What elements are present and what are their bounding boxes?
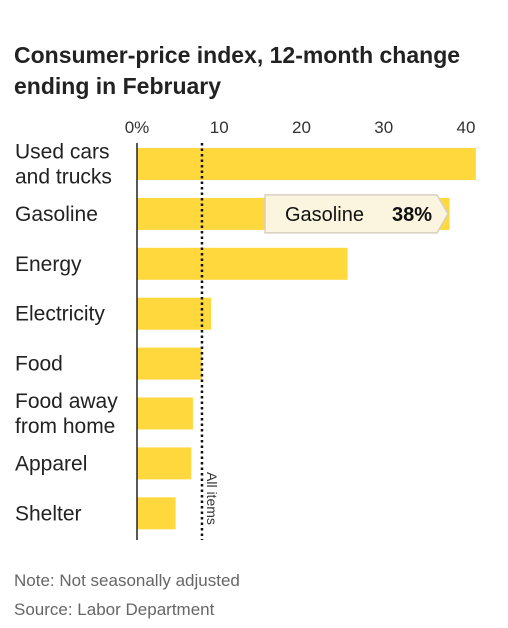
chart-note: Note: Not seasonally adjusted <box>14 571 240 590</box>
bar <box>137 148 476 180</box>
category-label: and trucks <box>15 166 112 189</box>
bar <box>137 347 202 380</box>
chart-title: Consumer-price index, 12-month change en… <box>14 42 461 99</box>
x-tick-label: 0% <box>125 118 150 137</box>
x-tick-label: 40 <box>457 118 476 137</box>
x-axis-ticks: 0% 10 20 30 40 <box>125 118 476 137</box>
bar <box>137 297 212 330</box>
tooltip-value: 38% <box>392 204 432 226</box>
bar <box>137 497 176 530</box>
category-label: Apparel <box>15 452 87 475</box>
x-tick-label: 20 <box>292 118 311 137</box>
category-label: Shelter <box>15 502 82 525</box>
category-label: Electricity <box>15 303 105 326</box>
x-tick-label: 10 <box>210 118 229 137</box>
category-label: Used cars <box>15 141 110 164</box>
category-label: Food away <box>15 390 118 413</box>
tooltip-box <box>264 194 449 234</box>
category-label: Food <box>15 353 63 376</box>
bar <box>137 447 192 480</box>
chart-source: Source: Labor Department <box>14 600 215 619</box>
x-tick-label: 30 <box>374 118 393 137</box>
reference-line-label: All items <box>204 472 220 525</box>
tooltip: Gasoline 38% <box>264 194 449 234</box>
tooltip-label: Gasoline <box>285 204 364 226</box>
bar <box>137 397 193 430</box>
category-label: Energy <box>15 253 82 276</box>
category-label: Gasoline <box>15 203 98 226</box>
category-label: from home <box>15 415 115 438</box>
all-items-reference: All items <box>200 143 220 540</box>
bar <box>137 247 348 280</box>
